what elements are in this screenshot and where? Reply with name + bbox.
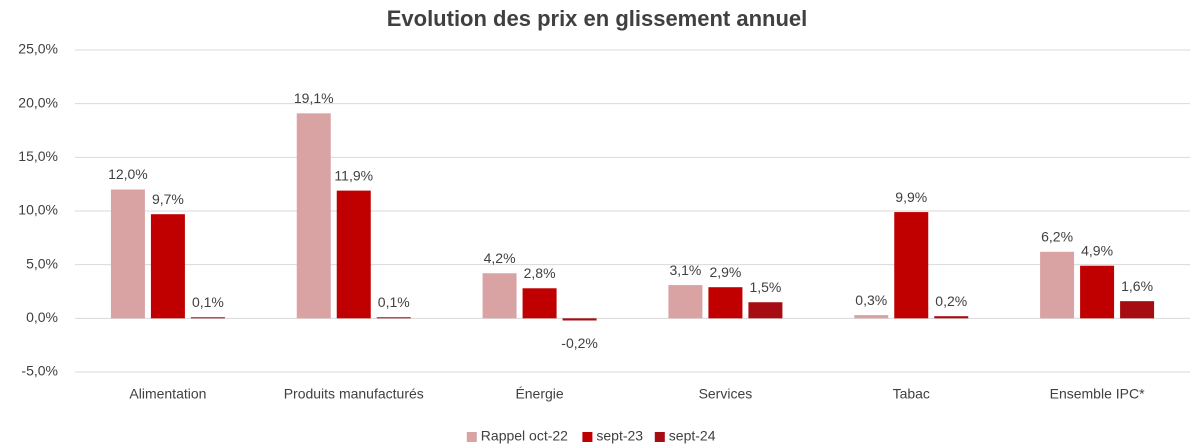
data-label: 0,1%: [378, 294, 410, 310]
data-label: 2,8%: [524, 265, 556, 281]
bar: [1120, 301, 1155, 319]
data-label: 4,2%: [484, 250, 516, 266]
data-label: 19,1%: [294, 90, 334, 106]
bar: [1040, 251, 1075, 319]
data-label: 1,6%: [1121, 278, 1153, 294]
data-label: 9,7%: [152, 191, 184, 207]
legend-swatch: [654, 432, 665, 442]
y-tick-label: 15,0%: [18, 148, 58, 164]
x-tick-label: Tabac: [893, 386, 930, 402]
data-label: 0,1%: [192, 294, 224, 310]
bar: [1080, 265, 1115, 319]
data-label: -0,2%: [561, 335, 598, 351]
bar: [934, 316, 969, 319]
legend-swatch: [466, 432, 477, 442]
data-label: 11,9%: [334, 167, 373, 183]
legend-label: Rappel oct-22: [481, 428, 568, 444]
bar: [668, 285, 703, 319]
bar: [482, 273, 517, 319]
bar: [854, 315, 889, 319]
x-tick-label: Alimentation: [129, 386, 206, 402]
bar: [748, 302, 783, 319]
data-label: 0,3%: [855, 292, 887, 308]
data-label: 6,2%: [1041, 228, 1073, 244]
y-tick-label: 5,0%: [26, 255, 58, 271]
bar: [562, 318, 597, 321]
legend-label: sept-24: [669, 428, 716, 444]
bar: [522, 288, 557, 319]
bar: [708, 287, 743, 319]
x-tick-label: Services: [699, 386, 753, 402]
bar: [150, 214, 185, 319]
bar: [110, 189, 145, 319]
x-tick-label: Ensemble IPC*: [1050, 386, 1145, 402]
bar: [190, 317, 225, 319]
bar: [336, 190, 371, 319]
bar: [296, 113, 331, 319]
chart-title: Evolution des prix en glissement annuel: [387, 6, 808, 31]
data-label: 0,2%: [935, 293, 967, 309]
bar: [376, 317, 411, 319]
x-tick-label: Produits manufacturés: [284, 386, 424, 402]
legend-swatch: [582, 432, 593, 442]
data-label: 4,9%: [1081, 242, 1113, 258]
bar: [894, 212, 929, 319]
data-label: 2,9%: [709, 264, 741, 280]
x-tick-label: Énergie: [515, 386, 563, 402]
data-label: 12,0%: [108, 166, 148, 182]
y-tick-label: 20,0%: [18, 94, 58, 110]
y-tick-label: 10,0%: [18, 202, 58, 218]
data-label: 9,9%: [895, 189, 927, 205]
y-tick-label: -5,0%: [21, 363, 58, 379]
legend-label: sept-23: [596, 428, 643, 444]
data-label: 1,5%: [749, 279, 781, 295]
y-tick-label: 25,0%: [18, 41, 58, 57]
y-tick-label: 0,0%: [26, 309, 58, 325]
data-label: 3,1%: [669, 262, 701, 278]
